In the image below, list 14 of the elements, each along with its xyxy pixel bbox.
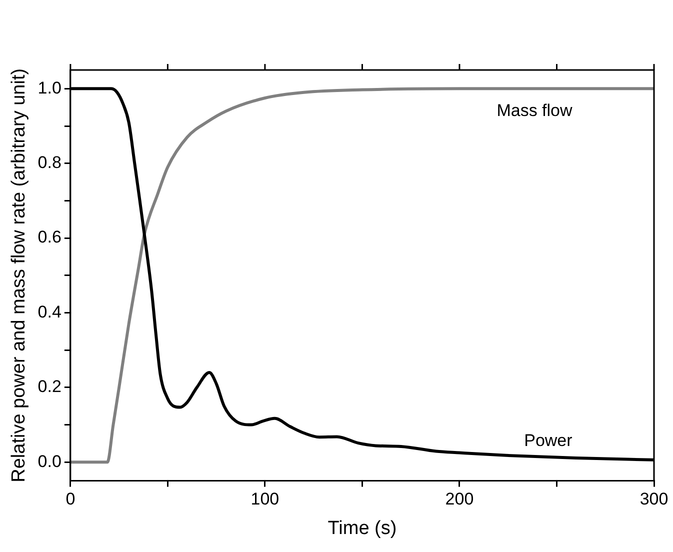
y-axis-title: Relative power and mass flow rate (arbitrary unit) [8, 68, 30, 482]
y-tick-label: 0.0 [38, 452, 62, 471]
y-tick-label: 0.6 [38, 228, 62, 247]
x-tick-label: 300 [640, 490, 668, 509]
y-tick-label: 0.4 [38, 302, 62, 322]
y-tick-label: 0.2 [38, 377, 62, 396]
x-axis-title: Time (s) [328, 518, 397, 539]
series-label: Power [524, 431, 573, 450]
x-tick-label: 100 [250, 490, 280, 509]
x-tick-label: 200 [445, 490, 474, 509]
y-tick-label: 0.8 [38, 153, 62, 172]
x-tick-label: 0 [66, 490, 76, 509]
y-tick-label: 1.0 [38, 78, 62, 98]
series-label: Mass flow [496, 100, 574, 120]
